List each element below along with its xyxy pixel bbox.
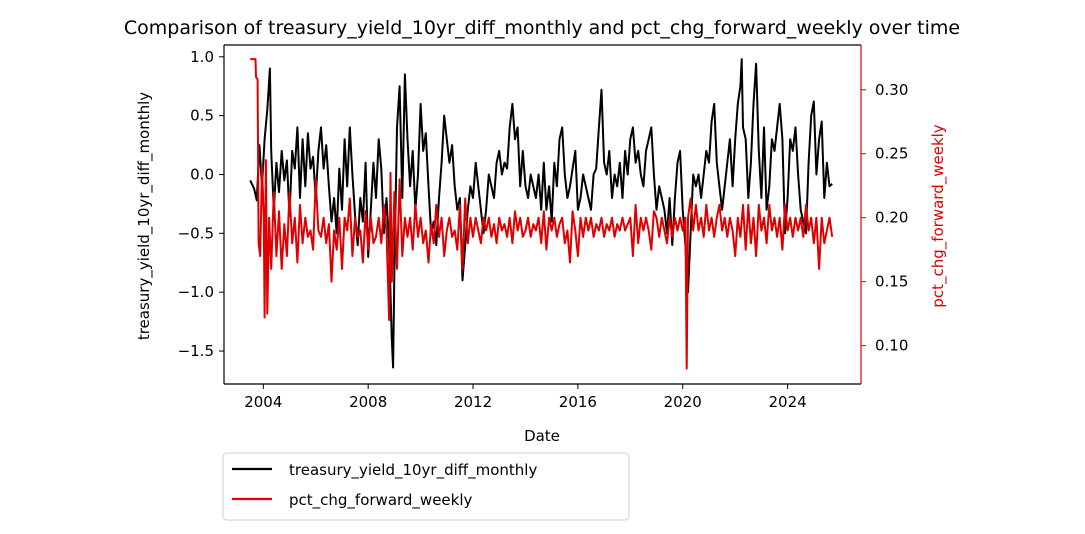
y-left-tick-label: 1.0 [190, 48, 214, 66]
y-right-tick-label: 0.15 [875, 273, 908, 291]
x-tick-label: 2024 [769, 393, 807, 411]
x-axis-label: Date [524, 427, 560, 445]
legend-box [222, 452, 630, 521]
series-layer [249, 58, 834, 370]
x-tick-label: 2020 [664, 393, 702, 411]
x-tick-label: 2012 [454, 393, 492, 411]
y-left-tick-label: −1.5 [178, 342, 214, 360]
y-left-tick-label: −0.5 [178, 224, 214, 242]
legend: treasury_yield_10yr_diff_monthly pct_chg… [222, 452, 630, 521]
y-right-axis-ticks: 0.30 0.25 0.20 0.15 0.10 [861, 81, 908, 355]
x-tick-label: 2008 [349, 393, 387, 411]
x-tick-label: 2016 [559, 393, 597, 411]
y-right-tick-label: 0.20 [875, 209, 908, 227]
y-right-tick-label: 0.10 [875, 337, 908, 355]
y-left-tick-label: −1.0 [178, 283, 214, 301]
series-line-1 [250, 58, 834, 370]
y-right-axis-label: pct_chg_forward_weekly [929, 124, 948, 308]
chart-title: Comparison of treasury_yield_10yr_diff_m… [124, 17, 960, 39]
y-left-tick-label: 0.5 [190, 107, 214, 125]
y-left-axis-label: treasury_yield_10yr_diff_monthly [135, 92, 154, 340]
y-left-tick-label: 0.0 [190, 165, 214, 183]
legend-label-treasury: treasury_yield_10yr_diff_monthly [289, 461, 537, 480]
y-right-tick-label: 0.25 [875, 145, 908, 163]
series-line-0 [249, 58, 833, 369]
y-right-tick-label: 0.30 [875, 81, 908, 99]
x-tick-label: 2004 [244, 393, 282, 411]
legend-label-pct-chg: pct_chg_forward_weekly [289, 491, 473, 510]
y-left-axis-ticks: 1.0 0.5 0.0 −0.5 −1.0 −1.5 [178, 48, 224, 360]
x-axis-ticks: 2004 2008 2012 2016 2020 2024 [244, 384, 807, 411]
